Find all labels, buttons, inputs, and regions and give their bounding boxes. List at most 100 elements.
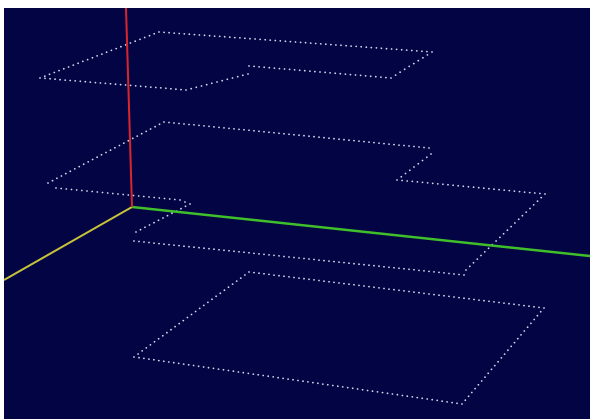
point [161, 334, 164, 337]
point [157, 219, 160, 222]
point [82, 163, 85, 166]
point [44, 77, 46, 80]
point [288, 256, 290, 258]
point [442, 183, 444, 186]
point [425, 156, 428, 159]
point [351, 387, 354, 390]
point [413, 145, 415, 148]
point [168, 31, 171, 34]
point [329, 72, 331, 74]
point [81, 60, 84, 63]
point [231, 77, 234, 79]
point [388, 266, 390, 269]
point [188, 33, 191, 36]
point [383, 142, 385, 145]
point [137, 353, 140, 355]
point [338, 138, 340, 141]
point [278, 255, 280, 257]
point [64, 172, 67, 175]
point [173, 244, 175, 247]
point [283, 255, 285, 258]
point [468, 265, 471, 268]
point [243, 251, 245, 254]
point [363, 263, 365, 266]
point [258, 272, 260, 275]
point [423, 292, 425, 295]
point [371, 390, 374, 393]
point [523, 330, 526, 332]
point [526, 326, 529, 329]
point [91, 158, 94, 161]
point [324, 43, 327, 46]
point [192, 364, 195, 367]
point [403, 144, 405, 147]
point [104, 82, 107, 85]
point [258, 66, 260, 68]
point [77, 62, 79, 65]
point [543, 307, 545, 309]
point [187, 363, 190, 366]
point [253, 252, 255, 255]
point [400, 48, 403, 51]
point [307, 381, 309, 383]
point [431, 398, 434, 401]
point [149, 344, 152, 346]
point [119, 83, 122, 86]
point [539, 310, 542, 313]
point [154, 86, 157, 89]
point [247, 73, 249, 75]
point [69, 170, 72, 173]
point [507, 349, 509, 352]
point [78, 165, 81, 168]
point [133, 240, 135, 242]
point [398, 289, 400, 292]
point [228, 249, 230, 252]
point [403, 267, 405, 270]
point [533, 318, 536, 321]
point [80, 189, 83, 192]
scene-canvas[interactable] [4, 8, 590, 419]
point [91, 190, 94, 193]
point [487, 372, 490, 375]
scene-background [4, 8, 590, 419]
point [202, 304, 205, 307]
point [79, 80, 82, 83]
point [391, 393, 394, 395]
point [274, 39, 277, 42]
point [323, 259, 325, 262]
point [153, 32, 156, 35]
point [135, 231, 137, 233]
point [149, 128, 152, 130]
point [127, 194, 130, 196]
point [390, 77, 392, 79]
point [330, 43, 332, 46]
point [426, 398, 429, 400]
point [253, 129, 255, 132]
point [461, 403, 463, 405]
point [477, 186, 480, 189]
point [228, 127, 230, 130]
point [89, 81, 92, 83]
point [167, 361, 170, 363]
point [208, 247, 210, 250]
point [284, 40, 287, 43]
point [227, 369, 230, 372]
point [396, 393, 399, 396]
point [188, 245, 190, 248]
point [441, 400, 443, 403]
point [277, 376, 279, 379]
point [178, 244, 180, 247]
point [268, 131, 270, 134]
point [132, 194, 135, 197]
3d-viewport[interactable] [4, 8, 590, 419]
point [358, 140, 360, 143]
point [94, 81, 97, 84]
point [411, 396, 414, 398]
point [157, 337, 160, 340]
point [482, 187, 485, 190]
point [177, 362, 180, 365]
point [282, 377, 284, 380]
point [401, 394, 404, 397]
point [381, 391, 384, 394]
